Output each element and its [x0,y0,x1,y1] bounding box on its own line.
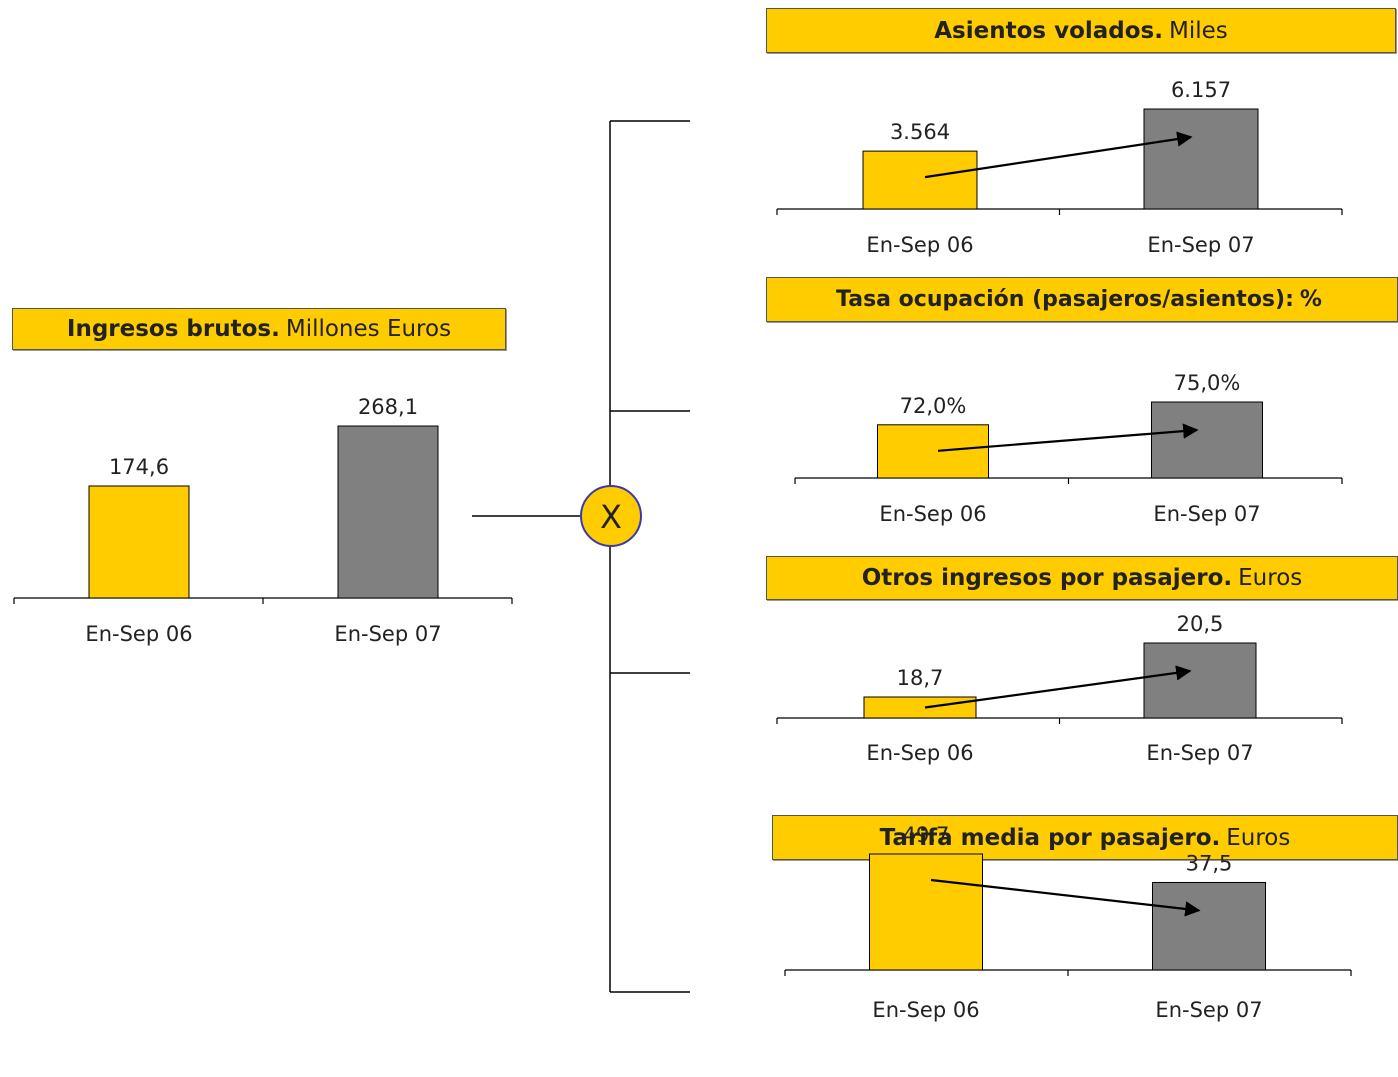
bar-en-sep-06 [863,696,977,719]
trend-arrow [937,423,1199,452]
data-label: 75,0% [1174,371,1241,395]
data-label: 49,7 [903,823,950,847]
category-label: En-Sep 07 [1155,998,1262,1022]
category-label: En-Sep 07 [334,622,441,646]
trend-arrow [924,131,1193,179]
trend-arrow [930,878,1201,917]
multiply-circle [580,485,642,547]
bar-en-sep-07 [337,425,439,599]
category-label: En-Sep 06 [879,502,986,526]
bar-en-sep-07 [1143,108,1259,210]
data-label: 268,1 [358,395,418,419]
title-bold: Tarifa media por pasajero. [879,824,1221,851]
connector-bracket [472,120,690,993]
data-label: 3.564 [890,120,950,144]
bar-en-sep-06 [877,424,989,479]
chart-panel-2: 72,0% En-Sep 06 75,0% En-Sep 07 [794,371,1343,526]
title-ingresos-brutos: Ingresos brutos. Millones Euros [12,308,506,350]
title-unit: Euros [1226,824,1291,851]
bar-en-sep-06 [862,150,978,210]
category-label: En-Sep 07 [1147,233,1254,257]
category-label: En-Sep 07 [1153,502,1260,526]
bar-en-sep-06 [88,485,190,599]
category-label: En-Sep 06 [866,233,973,257]
bar-charts: 174,6 En-Sep 06 268,1 En-Sep 07 3.564 En-Sep … [13,78,1352,1022]
multiply-operator: X [580,485,642,547]
data-label: 174,6 [109,455,169,479]
bar-en-sep-07 [1152,881,1266,971]
category-label: En-Sep 06 [872,998,979,1022]
data-label: 37,5 [1186,851,1233,875]
category-label: En-Sep 06 [85,622,192,646]
title-otros-ingresos: Otros ingresos por pasajero. Euros [766,556,1398,600]
trend-arrow [924,665,1192,709]
chart-panel-1: 3.564 En-Sep 06 6.157 En-Sep 07 [776,78,1343,257]
title-bold: Asientos volados. [934,17,1163,44]
data-label: 6.157 [1171,78,1231,102]
title-unit: Miles [1168,17,1228,44]
title-tarifa-media: Tarifa media por pasajero. Euros [772,815,1398,860]
chart-panel-3: 18,7 En-Sep 06 20,5 En-Sep 07 [776,612,1343,765]
category-label: En-Sep 06 [866,741,973,765]
title-unit: Millones Euros [285,316,452,342]
data-label: 72,0% [900,394,967,418]
title-tasa-ocupacion: Tasa ocupación (pasajeros/asientos): % [766,277,1398,322]
data-label: 18,7 [897,666,944,690]
data-label: 20,5 [1177,612,1224,636]
title-unit: Euros [1238,565,1303,591]
title-bold: Otros ingresos por pasajero. [861,565,1233,591]
multiply-icon: X [600,498,622,536]
title-bold: Tasa ocupación (pasajeros/asientos): [836,287,1294,312]
chart-panel-0: 174,6 En-Sep 06 268,1 En-Sep 07 [13,395,513,646]
bar-en-sep-07 [1151,401,1263,479]
title-unit: % [1299,287,1322,312]
title-bold: Ingresos brutos. [66,316,280,342]
title-asientos-volados: Asientos volados. Miles [766,8,1396,53]
category-label: En-Sep 07 [1146,741,1253,765]
chart-panel-4: 49,7 En-Sep 06 37,5 En-Sep 07 [784,823,1352,1022]
bar-en-sep-07 [1143,642,1257,719]
bar-en-sep-06 [869,853,983,971]
